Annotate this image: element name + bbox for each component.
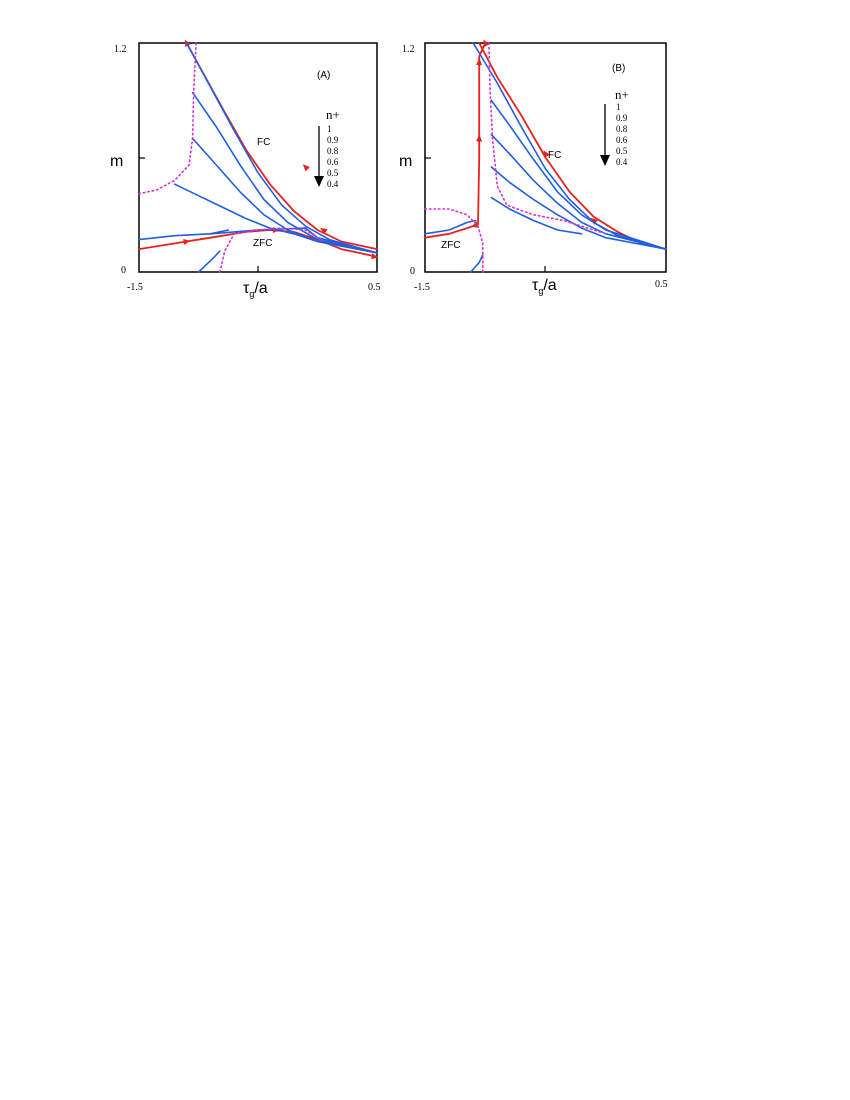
legend-item: 1 [616,102,621,112]
series-layer [424,39,667,273]
legend-item: 1 [327,124,332,134]
n-curve-line [472,42,667,250]
n-curve-line [490,133,667,250]
direction-arrow-marker [476,58,483,66]
n-curve-line [185,42,378,254]
n-curve-line [209,229,230,235]
boundary-dotted-line [488,42,607,235]
panel-label: (B) [612,63,625,74]
legend-item: 0.9 [327,135,339,145]
legend-title: n+ [615,87,629,102]
y-tick-label-bottom: 0 [121,265,126,276]
fc-curve-line [478,42,667,250]
y-tick-label-top: 1.2 [402,44,415,55]
x-label-tau: τ [243,280,250,297]
legend-arrow-head [314,176,324,187]
direction-arrow-marker [371,253,379,260]
n-curve-line [490,196,583,235]
n-curve-line [490,166,667,250]
boundary-dotted-line [424,208,484,273]
panel-b: 1.2 0 -1.5 0.5 m τg/a (B) FC ZFC n+ 1 0.… [399,39,668,296]
legend-item: 0.6 [327,157,339,167]
x-tick-label-right: 0.5 [655,279,668,290]
legend-item: 0.4 [327,179,339,189]
x-label-sub: g [538,286,543,296]
x-tick-label-right: 0.5 [368,282,381,293]
boundary-dotted-line [138,42,197,195]
x-label-rest: /a [543,277,556,294]
legend-title: n+ [326,107,340,122]
series-layer [138,39,379,273]
legend-item: 0.6 [616,135,628,145]
y-tick-label-bottom: 0 [410,266,415,277]
n-curve-line [173,183,378,254]
zfc-curve-line [424,42,487,239]
y-axis-label: m [110,153,123,170]
x-axis-label: τg/a [243,280,268,299]
legend-item: 0.5 [327,168,339,178]
fc-curve-line [185,42,378,250]
y-axis-label: m [399,153,412,170]
direction-arrow-marker [590,217,598,225]
panel-label: (A) [317,70,330,81]
direction-arrow-marker [302,164,310,172]
direction-arrow-marker [476,134,483,142]
x-axis-label: τg/a [532,277,557,296]
n-curve-line [490,99,667,250]
zfc-label: ZFC [253,238,272,249]
x-label-sub: g [249,289,254,299]
n-curve-line [197,250,221,273]
y-tick-label-top: 1.2 [114,44,127,55]
fc-label: FC [257,137,270,148]
legend-arrow-head [600,155,610,166]
boundary-dotted-line [219,227,325,273]
n-curve-line [424,219,477,235]
zfc-label: ZFC [441,240,460,251]
direction-arrow-marker [184,39,191,48]
direction-arrow-marker [320,227,328,235]
panel-a: 1.2 0 -1.5 0.5 m τg/a (A) FC ZFC n+ 1 0.… [110,39,381,299]
legend-item: 0.5 [616,146,628,156]
n-curve-line [470,254,484,273]
legend-item: 0.8 [616,124,628,134]
legend-item: 0.4 [616,157,628,167]
x-tick-label-left: -1.5 [127,282,143,293]
x-label-tau: τ [532,277,539,294]
legend-item: 0.8 [327,146,339,156]
x-label-rest: /a [254,280,267,297]
n-curve-line [191,91,378,254]
direction-arrow-marker [543,150,550,158]
legend-item: 0.9 [616,113,628,123]
fc-label: FC [548,150,561,161]
direction-arrow-marker [183,238,191,245]
x-tick-label-left: -1.5 [414,282,430,293]
n-curve-line [138,227,378,254]
